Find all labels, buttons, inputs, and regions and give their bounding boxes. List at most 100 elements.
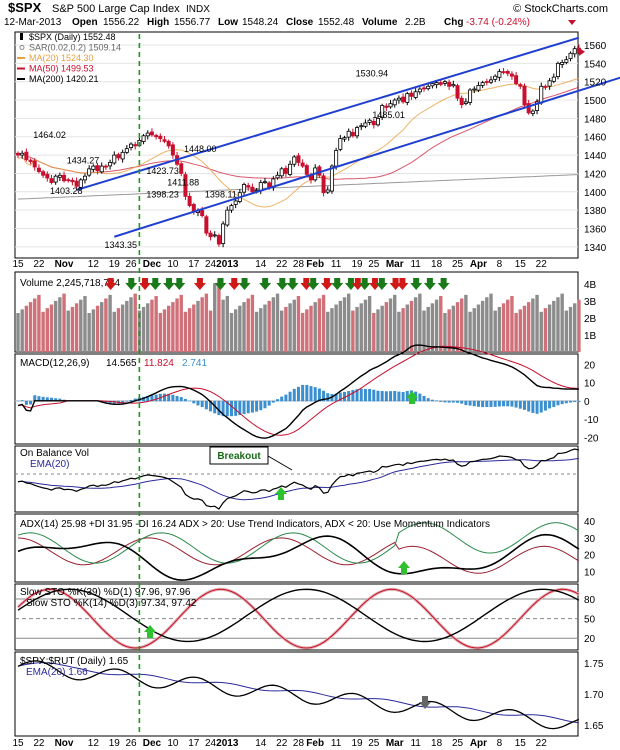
red-down-arrow-icon bbox=[389, 278, 402, 290]
candle-body bbox=[438, 82, 443, 85]
macd-histogram-bar bbox=[20, 400, 24, 402]
volume-bar bbox=[120, 304, 125, 352]
candle-body bbox=[120, 151, 125, 160]
ratio-ema-legend: EMA(20) 1.66 bbox=[26, 667, 88, 678]
macd-histogram-bar bbox=[16, 400, 20, 402]
date-label-bottom: 24 bbox=[205, 738, 217, 749]
candle-body bbox=[509, 73, 514, 77]
volume-panel: 4B 3B 2B 1B Volume 2,245,718,784 bbox=[16, 278, 597, 352]
volume-bar bbox=[326, 311, 330, 352]
macd-histogram-bar bbox=[200, 400, 204, 408]
macd-histogram-bar bbox=[497, 400, 501, 407]
macd-histogram-bar bbox=[301, 384, 305, 402]
price-annotation: 1343.35 bbox=[104, 240, 137, 250]
volume-bar bbox=[522, 305, 527, 352]
candle-body bbox=[225, 209, 230, 226]
price-tick-label: 1340 bbox=[584, 243, 607, 254]
adx-plus-di-line bbox=[17, 522, 580, 564]
date-label-top: 8 bbox=[497, 259, 503, 270]
header-high: 1556.77 bbox=[174, 17, 211, 28]
price-legend-item: SAR(0.02,0.2) 1509.14 bbox=[29, 43, 121, 53]
candle-body bbox=[49, 178, 54, 184]
candle-body bbox=[560, 62, 565, 65]
date-label-bottom: 8 bbox=[497, 738, 503, 749]
volume-bar bbox=[275, 293, 280, 352]
macd-signal-line bbox=[17, 345, 579, 436]
volume-bar bbox=[451, 305, 456, 352]
candle-body bbox=[321, 175, 326, 194]
candle-body bbox=[116, 154, 121, 159]
volume-bar bbox=[16, 313, 20, 352]
volume-bar bbox=[187, 308, 192, 352]
macd-histogram-bar bbox=[405, 390, 409, 402]
date-label-top: 15 bbox=[12, 259, 24, 270]
green-down-arrow-icon bbox=[125, 278, 138, 290]
macd-histogram-bar bbox=[280, 396, 284, 402]
macd-histogram-bar bbox=[33, 395, 37, 402]
volume-bar bbox=[455, 302, 460, 352]
candle-body bbox=[355, 127, 360, 137]
date-label-top: 24 bbox=[205, 259, 217, 270]
candle-body bbox=[91, 165, 96, 170]
macd-histogram-bar bbox=[439, 400, 443, 402]
green-up-arrow-icon bbox=[144, 625, 156, 638]
header-chg: -3.74 (-0.24%) bbox=[466, 17, 530, 28]
volume-tick-label: 2B bbox=[584, 314, 597, 325]
macd-histogram-bar bbox=[334, 393, 338, 402]
macd-histogram-bar bbox=[359, 388, 363, 402]
candle-body bbox=[367, 119, 372, 123]
date-label-top: 22 bbox=[276, 259, 288, 270]
header-close: 1552.48 bbox=[318, 17, 355, 28]
macd-histogram-bar bbox=[154, 394, 158, 402]
volume-bar bbox=[58, 297, 62, 352]
volume-bar bbox=[447, 309, 451, 352]
macd-tick-label: 0 bbox=[584, 397, 590, 408]
volume-bar bbox=[45, 308, 50, 352]
volume-bar bbox=[430, 303, 435, 352]
macd-histogram-bar bbox=[401, 392, 405, 402]
volume-bar bbox=[229, 313, 234, 352]
date-label-top: 11 bbox=[331, 259, 342, 270]
obv-line bbox=[17, 448, 580, 510]
macd-histogram-bar bbox=[183, 398, 187, 402]
volume-bar bbox=[506, 299, 510, 352]
price-annotation: 1530.94 bbox=[356, 69, 389, 79]
candle-body bbox=[346, 130, 351, 138]
date-label-bottom: 22 bbox=[33, 738, 45, 749]
date-label-bottom: 17 bbox=[188, 738, 200, 749]
obv-frame bbox=[14, 445, 579, 513]
volume-bar bbox=[288, 303, 292, 352]
candle-body bbox=[396, 97, 401, 101]
volume-bar bbox=[493, 310, 497, 352]
candle-body bbox=[250, 186, 255, 193]
candle-body bbox=[204, 216, 209, 234]
candle-body bbox=[380, 105, 385, 118]
macd-histogram-bar bbox=[146, 395, 150, 402]
candle-body bbox=[413, 91, 418, 98]
candle-body bbox=[145, 132, 150, 137]
volume-bar bbox=[401, 308, 405, 352]
macd-histogram-bar bbox=[464, 400, 468, 406]
volume-bar bbox=[384, 302, 389, 352]
date-label-top: Feb bbox=[306, 259, 324, 270]
macd-histogram-bar bbox=[338, 392, 342, 402]
volume-bar bbox=[116, 308, 121, 352]
date-label-top: 17 bbox=[188, 259, 200, 270]
volume-tick-label: 3B bbox=[584, 297, 597, 308]
candle-body bbox=[455, 85, 460, 99]
volume-bar bbox=[162, 309, 167, 352]
adx-tick-label: 10 bbox=[584, 568, 596, 579]
macd-panel: 20 10 0 -10 -20 MACD(12,26,9) 14.565 11.824 2.74… bbox=[15, 344, 599, 444]
macd-histogram-bar bbox=[451, 400, 455, 403]
volume-bar bbox=[342, 297, 347, 352]
price-annotation: 1398.11 bbox=[205, 190, 237, 200]
stoch-slow-k-line bbox=[17, 588, 580, 643]
volume-bar bbox=[37, 294, 41, 352]
macd-histogram-bar bbox=[393, 390, 397, 402]
date-label-bottom: 19 bbox=[109, 738, 121, 749]
price-annotation: 1464.02 bbox=[33, 130, 66, 140]
macd-histogram-bar bbox=[422, 395, 426, 402]
date-label-top: 28 bbox=[293, 259, 305, 270]
macd-histogram-bar bbox=[489, 400, 493, 408]
